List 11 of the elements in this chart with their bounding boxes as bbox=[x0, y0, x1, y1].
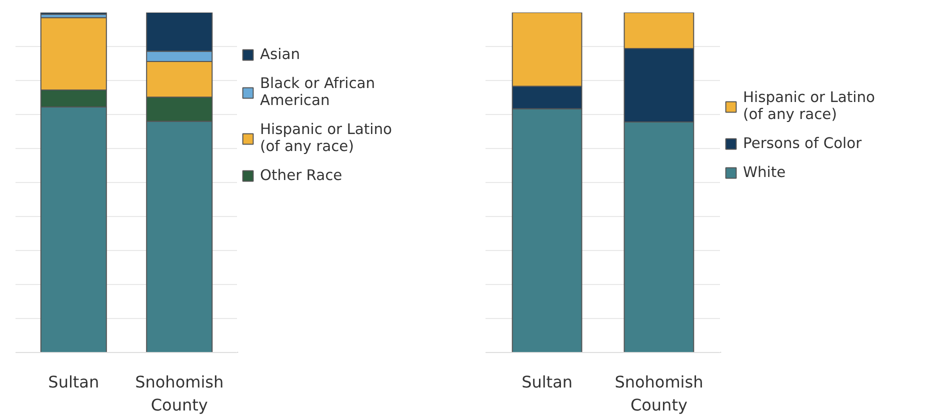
legend-label: Hispanic or Latino (of any race) bbox=[743, 89, 875, 123]
x-tick-label: Snohomish County bbox=[614, 372, 704, 414]
legend-label: Other Race bbox=[260, 167, 342, 184]
x-tick-label: Snohomish County bbox=[135, 372, 224, 414]
legend-label: Asian bbox=[260, 46, 300, 63]
x-tick-label: Sultan bbox=[522, 372, 573, 392]
legend-label: White bbox=[743, 164, 786, 181]
x-tick-label: Sultan bbox=[48, 372, 100, 392]
legend-label: Black or African American bbox=[260, 75, 376, 109]
legend-label: Persons of Color bbox=[743, 135, 862, 152]
legend-label: Hispanic or Latino (of any race) bbox=[260, 121, 392, 155]
